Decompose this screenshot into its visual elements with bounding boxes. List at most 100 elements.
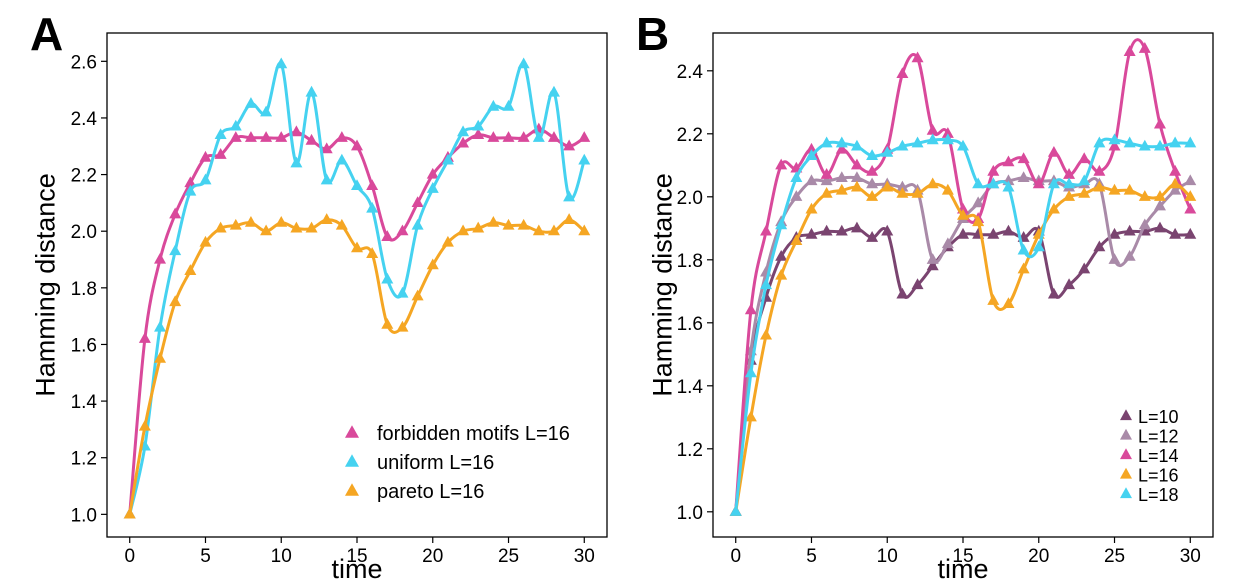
- data-point: [1138, 139, 1151, 151]
- legend: forbidden motifs L=16 uniform L=16 pareto …: [345, 423, 570, 503]
- legend-label: uniform L=16: [377, 452, 494, 474]
- data-point: [1093, 240, 1106, 252]
- data-point: [290, 125, 303, 137]
- data-point: [820, 186, 833, 198]
- data-point: [472, 119, 485, 131]
- data-point: [1138, 190, 1151, 201]
- data-point: [1108, 139, 1121, 151]
- data-point: [835, 142, 848, 154]
- x-axis-title: time: [331, 554, 382, 584]
- data-point: [381, 230, 394, 241]
- series-l-14: [729, 38, 1197, 516]
- data-point: [1108, 227, 1121, 239]
- data-point: [351, 179, 363, 191]
- y-tick-label: 1.8: [677, 251, 703, 272]
- legend-marker: [1120, 467, 1132, 479]
- series-l-12: [729, 171, 1197, 516]
- data-point: [199, 173, 212, 185]
- data-point: [487, 131, 500, 142]
- y-tick-label: 2.6: [71, 52, 97, 73]
- data-point: [941, 237, 954, 249]
- y-tick-label: 2.2: [71, 166, 97, 187]
- data-point: [1063, 278, 1076, 290]
- data-point: [850, 139, 863, 151]
- data-point: [305, 221, 318, 233]
- legend-label: L=18: [1138, 485, 1179, 505]
- data-point: [805, 149, 818, 160]
- panel-letter: A: [30, 8, 63, 60]
- data-point: [1047, 146, 1060, 157]
- data-point: [563, 190, 576, 202]
- data-point: [775, 158, 788, 170]
- y-tick-label: 2.4: [71, 109, 98, 130]
- x-tick-label: 15: [346, 546, 367, 567]
- data-point: [820, 168, 833, 179]
- data-point: [866, 231, 879, 242]
- y-tick-label: 1.6: [677, 314, 703, 335]
- x-tick-label: 25: [498, 546, 519, 567]
- data-point: [1032, 177, 1045, 189]
- x-tick-label: 30: [574, 546, 595, 567]
- data-point: [457, 136, 470, 148]
- y-tick-label: 1.4: [71, 392, 98, 413]
- data-point: [881, 180, 894, 192]
- y-tick-label: 2.0: [677, 188, 703, 209]
- data-point: [1002, 224, 1015, 236]
- data-point: [926, 133, 939, 145]
- data-point: [835, 171, 848, 183]
- data-point: [1063, 190, 1076, 201]
- data-point: [441, 153, 454, 165]
- y-tick-label: 2.4: [677, 62, 704, 83]
- data-point: [1078, 262, 1091, 274]
- data-point: [214, 221, 227, 233]
- data-point: [1017, 152, 1030, 164]
- data-point: [123, 507, 136, 519]
- data-point: [290, 156, 303, 168]
- data-point: [229, 131, 242, 142]
- legend-label: L=10: [1138, 407, 1179, 427]
- y-tick-label: 2.2: [677, 125, 703, 146]
- data-point: [275, 57, 288, 69]
- data-point: [835, 183, 848, 195]
- data-point: [744, 410, 757, 422]
- data-point: [154, 320, 167, 332]
- data-point: [1078, 186, 1091, 198]
- data-point: [1123, 249, 1136, 261]
- data-point: [472, 128, 485, 140]
- series-uniform-l-16: [123, 57, 591, 519]
- data-point: [1169, 183, 1182, 195]
- y-tick-label: 1.6: [71, 335, 97, 356]
- data-point: [896, 287, 909, 299]
- data-point: [517, 131, 530, 142]
- data-point: [578, 224, 591, 236]
- data-point: [850, 158, 863, 170]
- data-point: [396, 224, 409, 236]
- series-l-10: [729, 221, 1197, 516]
- data-point: [184, 264, 197, 275]
- data-point: [775, 218, 788, 230]
- data-point: [275, 216, 288, 227]
- data-point: [381, 272, 394, 284]
- data-point: [1184, 136, 1197, 148]
- series-l-18: [729, 133, 1197, 516]
- data-point: [532, 131, 545, 142]
- data-point: [563, 213, 576, 224]
- x-tick-label: 5: [200, 546, 211, 567]
- legend-marker: [345, 454, 359, 467]
- data-point: [502, 131, 515, 142]
- data-point: [1138, 42, 1151, 53]
- data-point: [547, 224, 560, 236]
- data-point: [1063, 177, 1076, 189]
- data-point: [1184, 174, 1197, 186]
- data-point: [760, 224, 773, 236]
- data-point: [244, 216, 257, 227]
- data-point: [229, 119, 242, 131]
- data-point: [805, 174, 818, 186]
- data-point: [1184, 190, 1197, 201]
- legend-marker: [1120, 428, 1132, 440]
- data-point: [957, 227, 969, 239]
- legend: L=10L=12L=14L=16L=18: [1120, 407, 1179, 505]
- data-point: [214, 148, 227, 159]
- x-tick-label: 10: [271, 546, 292, 567]
- data-point: [366, 247, 379, 258]
